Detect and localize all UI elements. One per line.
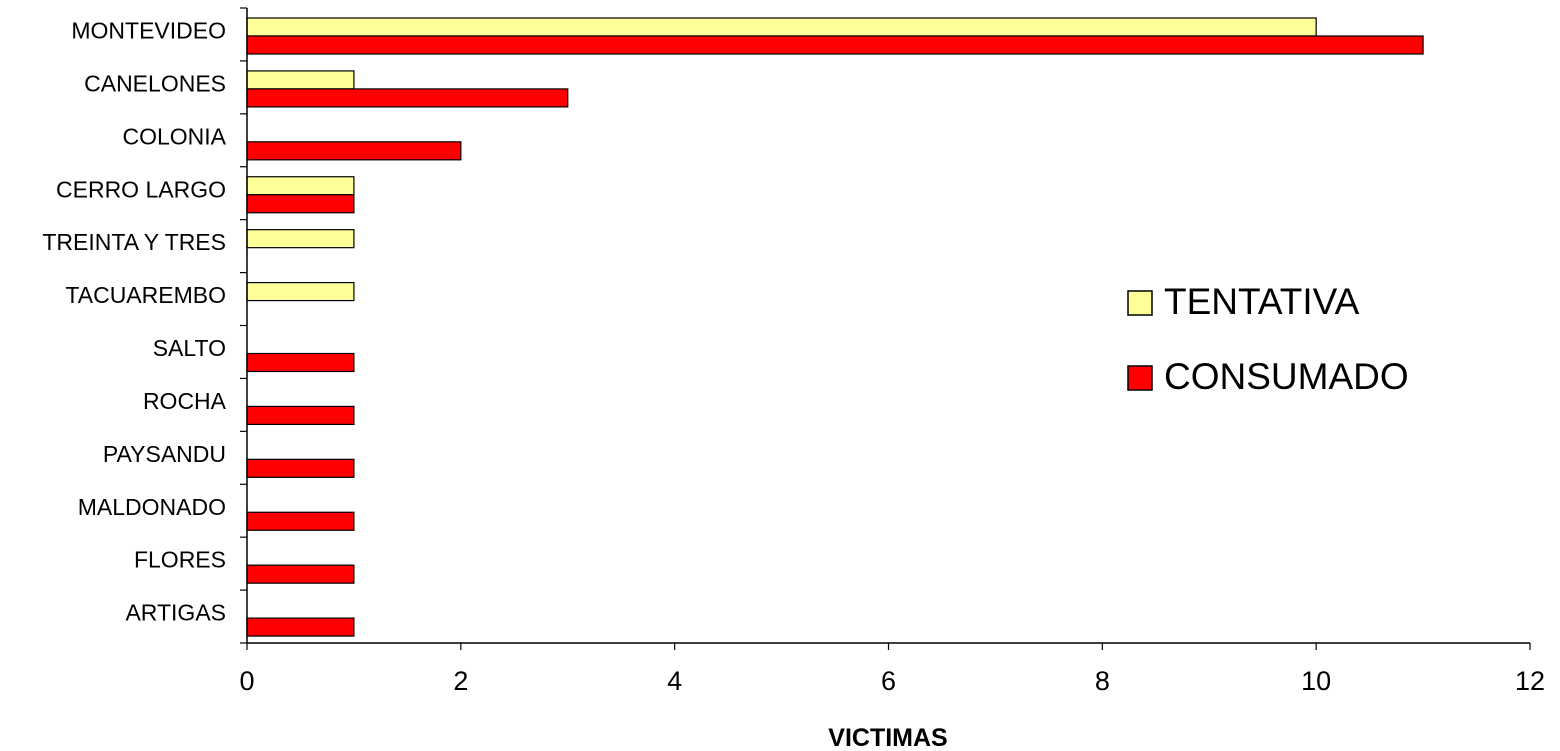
- category-label: TREINTA Y TRES: [42, 229, 226, 255]
- legend: TENTATIVA CONSUMADO: [1127, 281, 1409, 397]
- x-axis-ticks: [246, 643, 1531, 650]
- bar-consumado-flores: [246, 564, 355, 584]
- bar-tentativa-treinta-y-tres: [246, 229, 355, 249]
- legend-swatch-tentativa: [1127, 290, 1153, 316]
- category-label: CANELONES: [84, 70, 226, 96]
- y-axis-ticks: [240, 7, 247, 644]
- bar-tentativa-canelones: [246, 70, 355, 90]
- bars-layer: [246, 17, 1424, 637]
- x-axis-title: VICTIMAS: [828, 724, 947, 751]
- category-label: FLORES: [134, 547, 226, 573]
- category-label: ARTIGAS: [125, 600, 226, 626]
- x-tick-label: 6: [881, 666, 896, 696]
- bar-consumado-montevideo: [246, 35, 1424, 55]
- bar-consumado-cerro-largo: [246, 194, 355, 214]
- bar-consumado-colonia: [246, 141, 462, 161]
- category-label: MONTEVIDEO: [71, 18, 226, 44]
- category-label: MALDONADO: [78, 494, 226, 520]
- category-label: SALTO: [153, 335, 226, 361]
- bar-consumado-maldonado: [246, 511, 355, 531]
- x-tick-label: 4: [667, 666, 682, 696]
- bar-tentativa-cerro-largo: [246, 176, 355, 196]
- bar-consumado-canelones: [246, 88, 569, 108]
- category-label: TACUAREMBO: [65, 282, 226, 308]
- bar-consumado-rocha: [246, 405, 355, 426]
- category-label: COLONIA: [122, 123, 226, 149]
- bar-tentativa-tacuarembo: [246, 281, 355, 302]
- bar-consumado-paysandu: [246, 458, 355, 478]
- x-tick-labels: 0 2 4 6 8 10 12: [239, 666, 1545, 696]
- legend-label-tentativa: TENTATIVA: [1164, 281, 1360, 322]
- category-label: ROCHA: [143, 388, 227, 414]
- x-tick-label: 2: [453, 666, 468, 696]
- bar-consumado-salto: [246, 352, 355, 373]
- category-label: PAYSANDU: [103, 441, 226, 467]
- bar-tentativa-montevideo: [246, 17, 1317, 37]
- legend-label-consumado: CONSUMADO: [1164, 356, 1409, 397]
- x-tick-label: 0: [239, 666, 254, 696]
- x-tick-label: 12: [1515, 666, 1545, 696]
- x-tick-label: 10: [1301, 666, 1331, 696]
- category-labels: MONTEVIDEO CANELONES COLONIA CERRO LARGO TRE…: [42, 18, 226, 626]
- category-label: CERRO LARGO: [56, 176, 226, 202]
- bar-consumado-artigas: [246, 617, 355, 637]
- x-tick-label: 8: [1095, 666, 1110, 696]
- legend-swatch-consumado: [1127, 365, 1153, 391]
